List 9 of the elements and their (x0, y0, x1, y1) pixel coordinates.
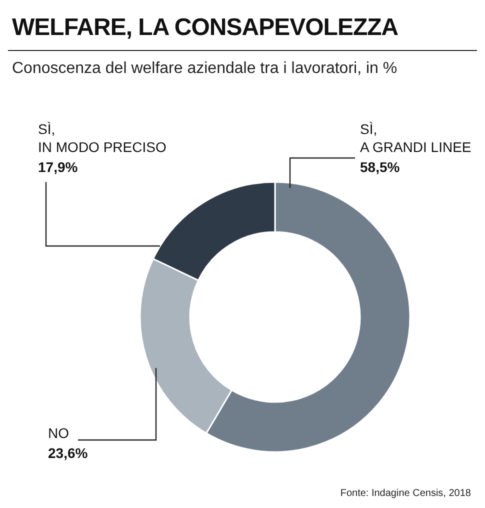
source-note: Fonte: Indagine Censis, 2018 (340, 488, 471, 499)
chart-subtitle: Conoscenza del welfare aziendale tra i lavoratori, in % (12, 60, 398, 78)
chart-title: WELFARE, LA CONSAPEVOLEZZA (12, 14, 398, 42)
data-label: 23,6% (48, 445, 88, 461)
slice-label: NO (48, 425, 70, 441)
slice-label: SÌ, A GRANDI LINEE (360, 121, 472, 155)
data-label: 17,9% (38, 159, 78, 175)
data-label: 58,5% (360, 159, 400, 175)
slice-label: SÌ, IN MODO PRECISO (38, 121, 166, 155)
